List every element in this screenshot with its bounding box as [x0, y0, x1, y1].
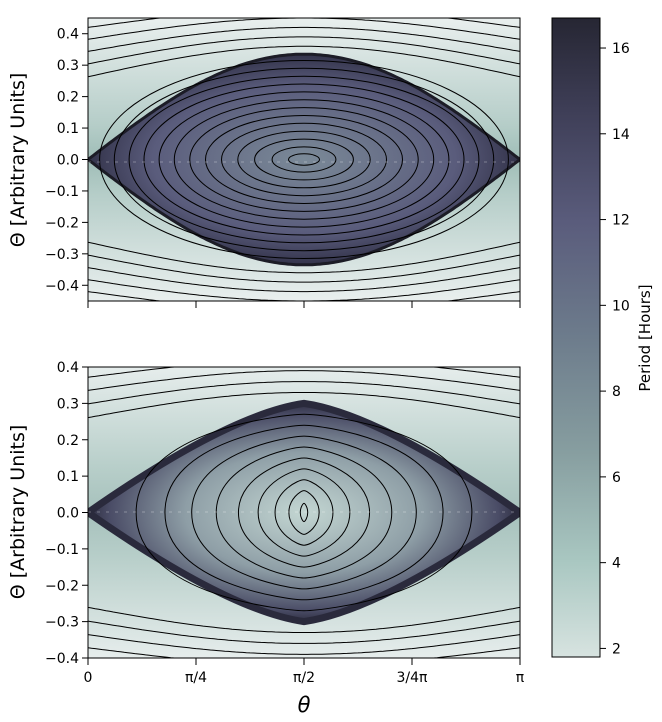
colorbar-tick-label: 12 — [612, 213, 630, 229]
contour-line — [88, 316, 520, 327]
x-tick-label: 0 — [84, 670, 93, 686]
contour-line — [88, 326, 520, 339]
y-tick-label: −0.2 — [45, 578, 79, 594]
contour-line — [128, 75, 480, 244]
contour-line — [88, 392, 520, 419]
contour-line — [288, 490, 320, 535]
contour-line — [88, 381, 520, 405]
contour-line — [88, 606, 520, 633]
bottom-x-ticks: 0 π/4 π/2 3/4π π — [84, 658, 525, 686]
y-tick-label: 0.1 — [57, 469, 79, 485]
contour-line — [257, 468, 351, 557]
y-tick-label: 0.1 — [57, 121, 79, 137]
colorbar-tick-label: 10 — [612, 298, 630, 314]
contour-line — [288, 153, 321, 166]
contour-line — [88, 370, 520, 391]
top-outer-contours — [88, 0, 520, 349]
colorbar-tick-label: 2 — [612, 641, 621, 657]
x-tick-label: π/4 — [185, 670, 207, 686]
colorbar-label: Period [Hours] — [636, 284, 654, 391]
y-tick-label: 0.2 — [57, 90, 79, 106]
y-tick-label: 0.0 — [57, 153, 79, 169]
y-tick-label: 0.0 — [57, 506, 79, 522]
colorbar-tick-label: 8 — [612, 384, 621, 400]
contour-line — [274, 479, 334, 546]
colorbar-tick-label: 14 — [612, 127, 630, 143]
contour-line — [299, 502, 309, 523]
colorbar-tick-label: 6 — [612, 470, 621, 486]
contour-line — [88, 634, 520, 655]
contour-line — [88, 26, 520, 52]
bottom-inner-contours — [135, 413, 473, 612]
x-tick-label: π/2 — [293, 670, 315, 686]
bottom-panel: −0.4 −0.3 −0.2 −0.1 0.0 0.1 0.2 0.3 0.4 0 π/4 π/2 3… — [7, 316, 525, 717]
contour-line — [88, 349, 520, 365]
contour-line — [237, 130, 371, 189]
y-tick-label: 0.2 — [57, 433, 79, 449]
y-tick-label: −0.2 — [45, 215, 79, 231]
x-axis-label: θ — [298, 693, 311, 717]
top-y-ticks: −0.4 −0.3 −0.2 −0.1 0.0 0.1 0.2 0.3 0.4 — [45, 27, 88, 294]
y-tick-label: 0.3 — [57, 396, 79, 412]
contour-line — [88, 279, 520, 301]
y-tick-label: −0.1 — [45, 184, 79, 200]
contour-line — [88, 337, 520, 349]
bottom-outer-contours — [88, 316, 520, 658]
contour-line — [88, 620, 520, 644]
contour-line — [88, 18, 520, 40]
contour-line — [88, 367, 520, 378]
colorbar-tick-label: 4 — [612, 556, 621, 572]
contour-line — [88, 338, 520, 352]
contour-line — [99, 60, 509, 259]
contour-line — [221, 122, 388, 197]
contour-line — [237, 457, 371, 568]
contour-line — [205, 115, 404, 204]
contour-line — [88, 254, 520, 283]
y-tick-label: −0.3 — [45, 615, 79, 631]
y-tick-label: −0.4 — [45, 651, 79, 667]
contour-line — [271, 146, 337, 173]
contour-line — [88, 36, 520, 65]
contour-line — [215, 446, 393, 579]
top-y-axis-label: Θ [Arbitrary Units] — [7, 73, 29, 248]
y-tick-label: 0.3 — [57, 58, 79, 74]
y-tick-label: 0.4 — [57, 360, 79, 376]
top-inner-contours — [99, 60, 509, 259]
bottom-y-ticks: −0.4 −0.3 −0.2 −0.1 0.0 0.1 0.2 0.3 0.4 — [45, 360, 88, 667]
y-tick-label: −0.1 — [45, 542, 79, 558]
y-tick-label: −0.3 — [45, 247, 79, 263]
x-tick-label: 3/4π — [397, 670, 429, 686]
contour-line — [191, 435, 417, 590]
contour-line — [254, 138, 354, 181]
contour-line — [88, 315, 520, 330]
contour-line — [88, 0, 520, 16]
bottom-y-axis-label: Θ [Arbitrary Units] — [7, 425, 29, 600]
contour-line — [158, 91, 450, 228]
y-tick-label: 0.4 — [57, 27, 79, 43]
contour-line — [143, 83, 465, 236]
colorbar-tick-label: 16 — [612, 41, 630, 57]
contour-line — [88, 267, 520, 293]
contour-line — [88, 327, 520, 339]
contour-line — [88, 45, 520, 78]
y-tick-label: −0.4 — [45, 278, 79, 294]
bottom-separatrix — [88, 399, 520, 626]
contour-line — [113, 67, 495, 252]
top-x-ticks — [87, 301, 521, 308]
colorbar-gradient — [551, 17, 601, 658]
contour-line — [173, 99, 435, 220]
colorbar-ticks: 2 4 6 8 10 12 14 16 — [600, 41, 630, 657]
top-panel: −0.4 −0.3 −0.2 −0.1 0.0 0.1 0.2 0.3 0.4 Θ [Arbit… — [7, 0, 521, 349]
contour-line — [88, 241, 520, 274]
colorbar: 2 4 6 8 10 12 14 16 Period [Hours] — [551, 17, 654, 658]
top-separatrix — [88, 52, 520, 267]
contour-line — [135, 413, 473, 612]
contour-line — [88, 647, 520, 658]
contour-line — [164, 424, 444, 601]
contour-line — [88, 0, 520, 5]
contour-line — [189, 107, 419, 212]
x-tick-label: π — [516, 670, 525, 686]
